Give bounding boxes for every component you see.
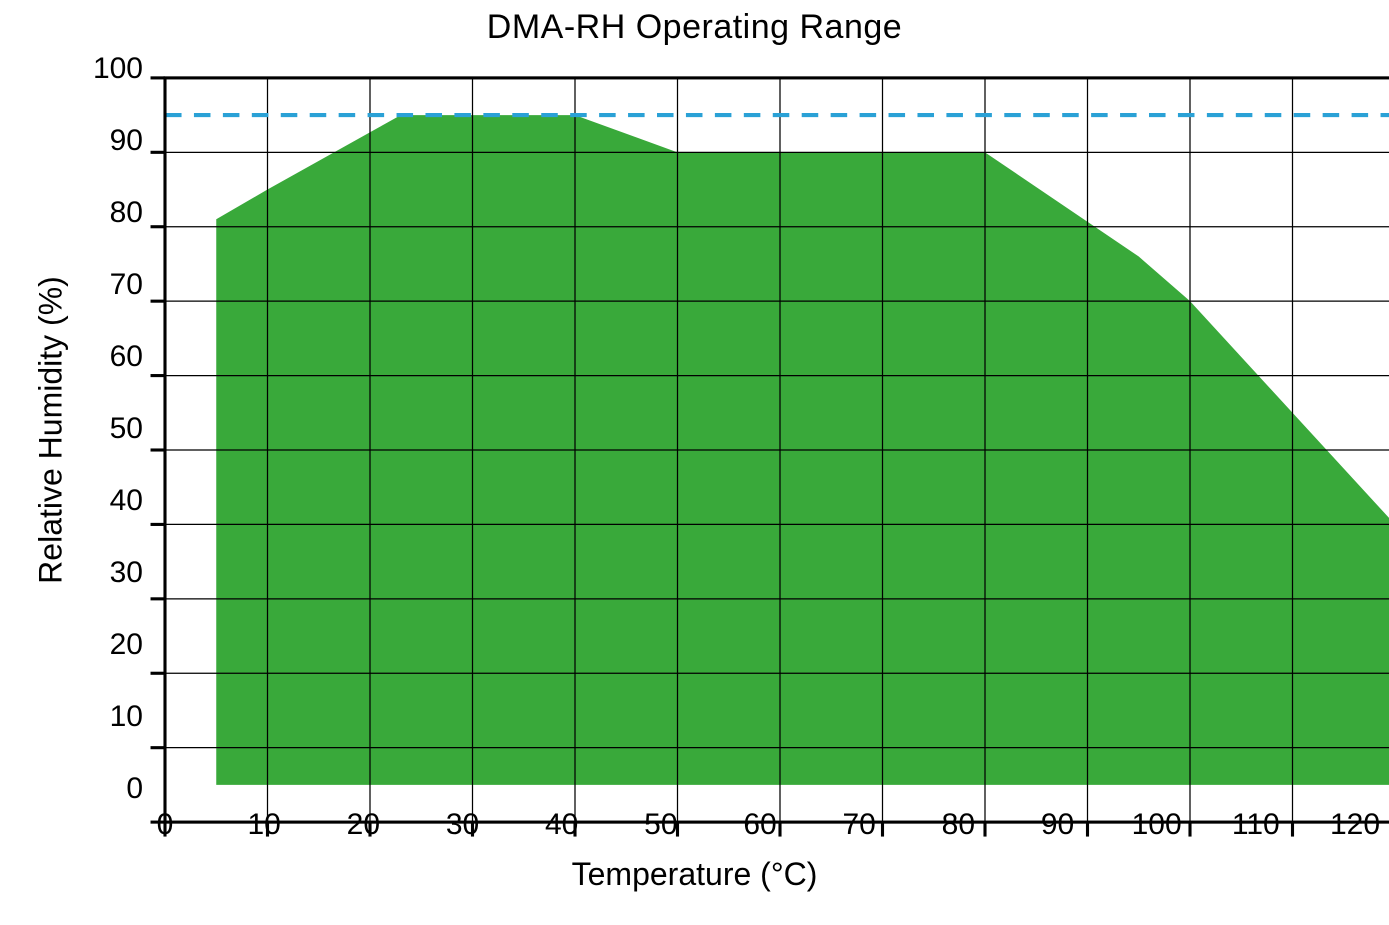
- operating-range-chart: DMA-RH Operating Range Relative Humidity…: [0, 0, 1389, 925]
- x-tick-label: 110: [1226, 808, 1286, 842]
- y-axis-label: Relative Humidity (%): [32, 276, 69, 584]
- x-tick-label: 20: [333, 808, 393, 842]
- x-tick-label: 0: [135, 808, 195, 842]
- y-tick-label: 80: [73, 196, 143, 230]
- plot-area: [165, 70, 1389, 830]
- x-tick-label: 60: [730, 808, 790, 842]
- y-tick-label: 10: [73, 700, 143, 734]
- y-tick-label: 20: [73, 628, 143, 662]
- x-tick-label: 50: [631, 808, 691, 842]
- x-tick-label: 40: [532, 808, 592, 842]
- x-axis-label: Temperature (°C): [0, 856, 1389, 915]
- y-tick-label: 50: [73, 412, 143, 446]
- y-tick-label: 100: [73, 52, 143, 86]
- x-tick-label: 90: [1028, 808, 1088, 842]
- y-tick-label: 0: [73, 772, 143, 806]
- chart-title: DMA-RH Operating Range: [0, 8, 1389, 47]
- x-tick-label: 10: [234, 808, 294, 842]
- x-tick-label: 120: [1325, 808, 1385, 842]
- y-tick-label: 70: [73, 268, 143, 302]
- y-tick-label: 30: [73, 556, 143, 590]
- y-tick-label: 40: [73, 484, 143, 518]
- x-tick-label: 80: [928, 808, 988, 842]
- y-tick-label: 60: [73, 340, 143, 374]
- x-tick-label: 30: [433, 808, 493, 842]
- y-tick-label: 90: [73, 124, 143, 158]
- x-tick-label: 70: [829, 808, 889, 842]
- x-tick-label: 100: [1127, 808, 1187, 842]
